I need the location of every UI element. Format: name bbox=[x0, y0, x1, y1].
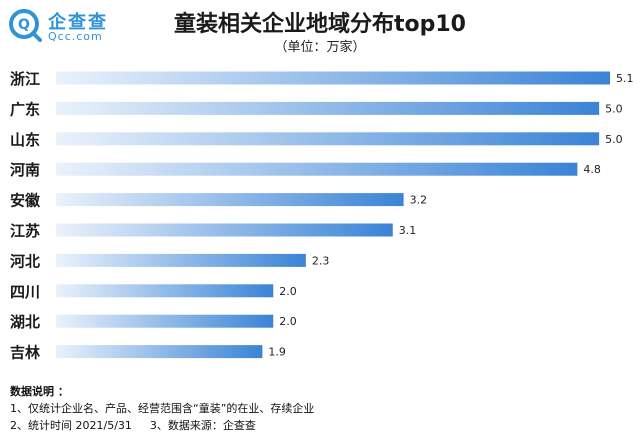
value-label: 5.0 bbox=[605, 102, 623, 115]
bar bbox=[56, 71, 610, 85]
bar bbox=[56, 193, 404, 207]
notes-heading: 数据说明 ： bbox=[10, 385, 69, 398]
bar-chart: 浙江 5.1 广东 5.0 山东 5.0 河南 4.8 安徽 3.2 江苏 3.1 河北 2.3 四川 2.0… bbox=[10, 70, 634, 362]
svg-text:Q: Q bbox=[18, 17, 30, 33]
logo-name: 企查查 bbox=[48, 12, 108, 33]
logo-domain: Qcc.com bbox=[48, 30, 103, 43]
value-label: 1.9 bbox=[268, 346, 286, 359]
bar bbox=[56, 345, 263, 359]
value-label: 5.1 bbox=[616, 72, 634, 85]
category-label: 山东 bbox=[10, 131, 40, 149]
qcc-logo: Q 企查查 Qcc.com bbox=[8, 6, 128, 46]
category-label: 广东 bbox=[10, 100, 40, 118]
bar bbox=[56, 284, 274, 298]
value-label: 5.0 bbox=[605, 133, 623, 146]
value-label: 4.8 bbox=[583, 163, 601, 176]
category-label: 四川 bbox=[10, 283, 40, 301]
bar bbox=[56, 223, 393, 237]
bar bbox=[56, 132, 600, 146]
bar bbox=[56, 314, 274, 328]
value-label: 2.0 bbox=[279, 315, 297, 328]
value-label: 3.1 bbox=[399, 224, 417, 237]
chart-subtitle: （单位：万家） bbox=[274, 40, 366, 55]
chart-title: 童装相关企业地域分布top10 bbox=[174, 12, 466, 37]
category-label: 安徽 bbox=[10, 192, 41, 210]
value-label: 3.2 bbox=[410, 194, 428, 207]
notes-source: 3、数据来源：企查查 bbox=[149, 419, 256, 432]
notes-stat-time: 2、统计时间 2021/5/31 bbox=[10, 419, 132, 432]
category-label: 河北 bbox=[10, 252, 40, 270]
data-notes: 数据说明 ： 1、仅统计企业名、产品、经营范围含“童装”的在业、存续企业 2、统… bbox=[10, 383, 314, 434]
category-label: 浙江 bbox=[10, 70, 40, 88]
notes-line-1: 1、仅统计企业名、产品、经营范围含“童装”的在业、存续企业 bbox=[10, 402, 315, 415]
category-label: 吉林 bbox=[10, 344, 41, 362]
magnifier-logo-icon: Q bbox=[9, 9, 42, 42]
bar bbox=[56, 162, 578, 176]
category-label: 河南 bbox=[10, 161, 40, 179]
value-label: 2.3 bbox=[312, 254, 330, 267]
bar bbox=[56, 253, 306, 267]
bar bbox=[56, 101, 600, 115]
notes-line-2: 2、统计时间 2021/5/31 3、数据来源：企查查 bbox=[10, 417, 314, 434]
value-label: 2.0 bbox=[279, 285, 297, 298]
category-label: 湖北 bbox=[10, 313, 40, 331]
category-label: 江苏 bbox=[10, 222, 40, 240]
